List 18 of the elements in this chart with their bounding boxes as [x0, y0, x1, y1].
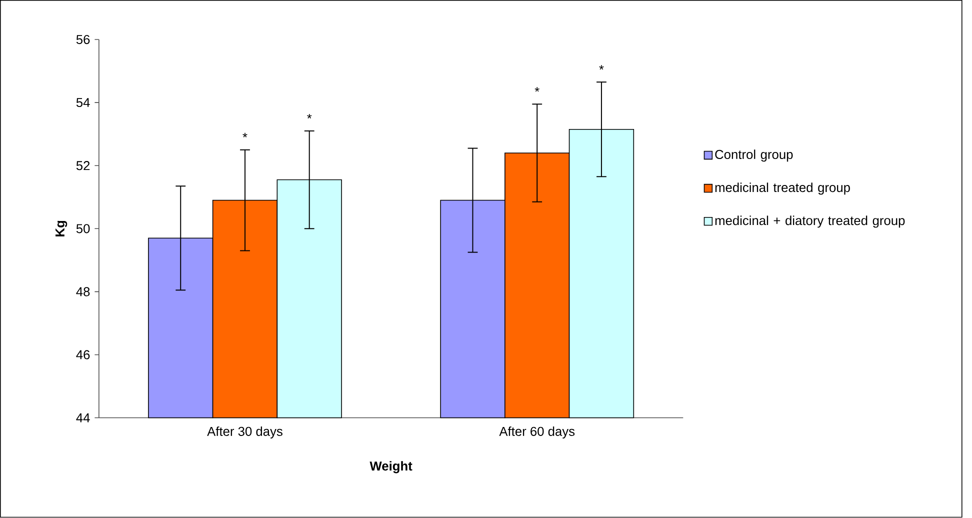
y-tick-label: 50 — [76, 224, 90, 234]
y-tick-label: 48 — [76, 287, 90, 296]
annotation: * — [534, 87, 540, 92]
y-tick-label: 54 — [76, 98, 90, 108]
y-axis-title: Kg — [56, 221, 68, 237]
x-axis-title: Weight — [370, 461, 412, 474]
y-tick-label: 44 — [76, 414, 90, 422]
annotation: * — [599, 65, 604, 70]
y-tick-label: 52 — [76, 161, 90, 170]
y-tick-label: 46 — [76, 350, 90, 360]
y-tick-label: 56 — [76, 35, 90, 44]
legend-label: medicinal treated group — [715, 182, 850, 195]
legend-label: Control group — [715, 150, 793, 162]
x-tick-label: After 60 days — [499, 426, 575, 439]
annotation: * — [307, 114, 312, 119]
legend-label: medicinal + diatory treated group — [715, 216, 905, 228]
x-tick-label: After 30 days — [207, 426, 282, 439]
annotation: * — [242, 133, 248, 138]
